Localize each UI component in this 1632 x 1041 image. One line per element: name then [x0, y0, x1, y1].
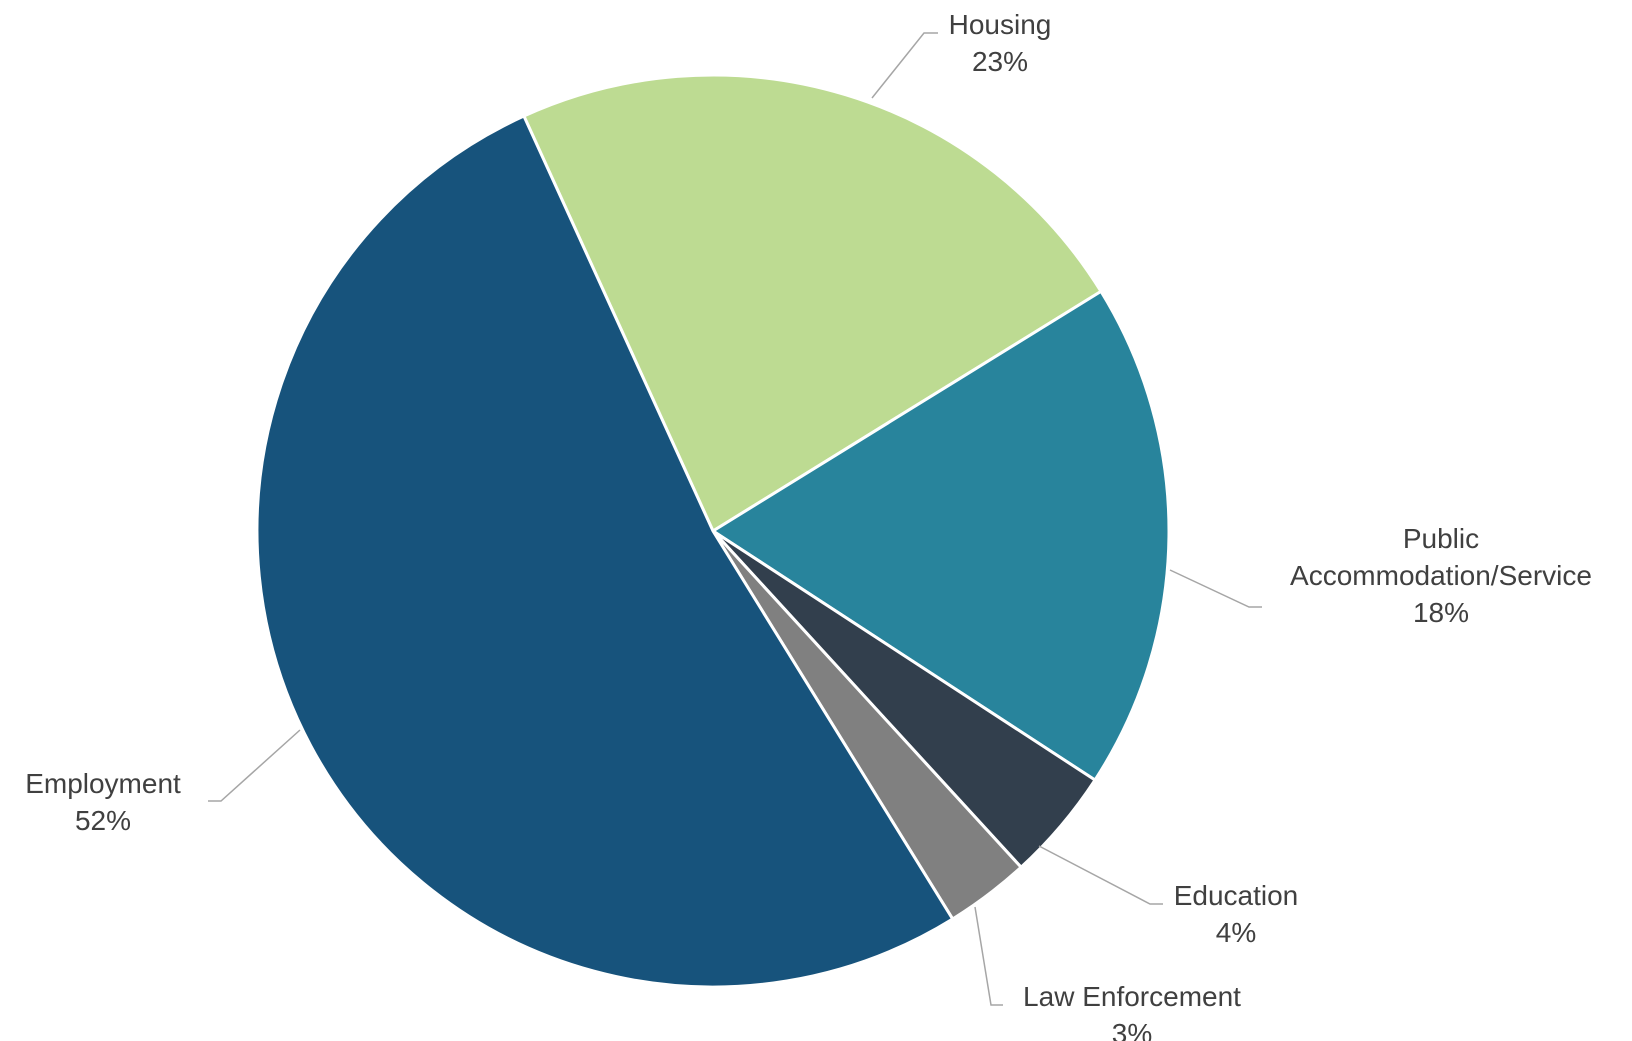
leader-line-housing	[871, 32, 938, 99]
leader-line-employment	[208, 729, 301, 802]
pie-slices	[255, 73, 1171, 989]
data-label-percent: 4%	[1216, 917, 1256, 948]
pie-slice-housing	[522, 73, 1103, 533]
data-label-category: Accommodation/Service	[1290, 560, 1592, 591]
data-label-employment: Employment 52%	[25, 768, 181, 836]
data-label-percent: 18%	[1413, 597, 1469, 628]
leader-line-law-enforcement	[974, 906, 1003, 1006]
data-label-category: Education	[1174, 880, 1299, 911]
data-label-category: Law Enforcement	[1023, 981, 1241, 1012]
data-label-category: Housing	[949, 9, 1052, 40]
pie-slice-public-accommodation-service	[711, 289, 1171, 782]
data-label-percent: 52%	[75, 805, 131, 836]
leader-line-public-accommodation-service	[1169, 569, 1262, 608]
data-label-housing: Housing 23%	[949, 9, 1052, 77]
data-label-category: Public	[1403, 523, 1479, 554]
leader-line-education	[1038, 845, 1163, 905]
data-label-public-accommodation-service: Public Accommodation/Service 18%	[1290, 523, 1592, 628]
data-label-law-enforcement: Law Enforcement 3%	[1023, 981, 1241, 1041]
data-label-percent: 3%	[1112, 1018, 1152, 1041]
data-label-category: Employment	[25, 768, 181, 799]
leader-lines	[208, 32, 1262, 1006]
data-label-education: Education 4%	[1174, 880, 1299, 948]
data-label-percent: 23%	[972, 46, 1028, 77]
slice-labels: Housing 23% Public Accommodation/Service 18%…	[25, 9, 1592, 1041]
pie-slice-employment	[255, 114, 955, 989]
